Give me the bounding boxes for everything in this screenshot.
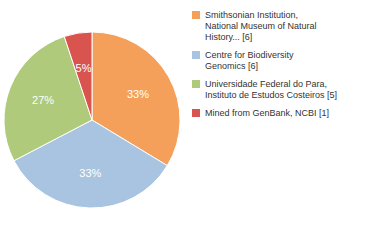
pie-slice xyxy=(64,32,92,120)
legend-label: Mined from GenBank, NCBI [1] xyxy=(205,108,329,118)
legend-swatch xyxy=(192,51,200,59)
legend-label: Centre for BiodiversityGenomics [6] xyxy=(205,50,294,71)
data-labels: 33% 33% 27% 5% xyxy=(32,62,149,179)
chart-container: 33% 33% 27% 5% Smithsonian Institution,Natio… xyxy=(0,0,380,240)
data-label: 33% xyxy=(127,88,149,100)
chart: 33% 33% 27% 5% Smithsonian Institution,Natio… xyxy=(0,0,380,240)
legend-swatch xyxy=(192,109,200,117)
slices xyxy=(4,32,180,208)
data-label: 27% xyxy=(32,94,54,106)
legend-swatch xyxy=(192,80,200,88)
legend: Smithsonian Institution,National Museum … xyxy=(192,10,337,118)
data-label: 5% xyxy=(76,62,92,74)
legend-swatch xyxy=(192,11,200,19)
legend-label: Universidade Federal do Para,Instituto d… xyxy=(205,79,337,100)
legend-label: Smithsonian Institution,National Museum … xyxy=(205,10,317,42)
data-label: 33% xyxy=(79,167,101,179)
